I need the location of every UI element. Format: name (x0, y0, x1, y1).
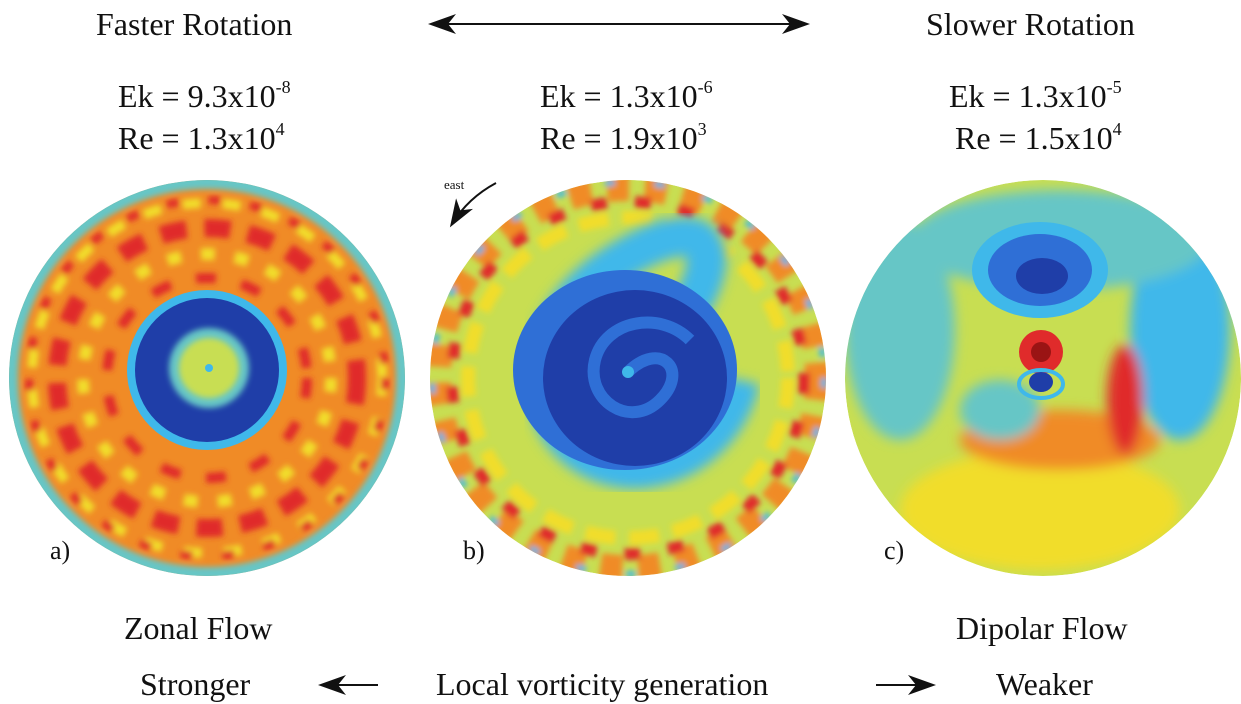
panel-a-vorticity-map (9, 180, 405, 576)
zonal-flow-label: Zonal Flow (124, 610, 273, 646)
east-rotation-arrow (449, 182, 497, 228)
panel-b-re: Re = 1.9x103 (540, 119, 707, 156)
local-vorticity-label: Local vorticity generation (436, 666, 769, 702)
east-label: east (444, 177, 465, 192)
faster-rotation-label: Faster Rotation (96, 6, 293, 42)
panel-b-ek: Ek = 1.3x10-6 (540, 77, 713, 114)
panel-c-vorticity-map (845, 180, 1241, 576)
panel-a-re: Re = 1.3x104 (118, 119, 285, 156)
panel-b-label: b) (463, 536, 485, 565)
dipolar-flow-label: Dipolar Flow (956, 610, 1128, 646)
weaker-label: Weaker (996, 666, 1093, 702)
panel-c-label: c) (884, 536, 905, 565)
panel-c-ek: Ek = 1.3x10-5 (949, 77, 1122, 114)
panel-a-ek: Ek = 9.3x10-8 (118, 77, 291, 114)
panel-c-re: Re = 1.5x104 (955, 119, 1122, 156)
panel-a-label: a) (50, 536, 71, 565)
panel-b-vorticity-map (430, 180, 826, 576)
slower-rotation-label: Slower Rotation (926, 6, 1135, 42)
stronger-label: Stronger (140, 666, 251, 702)
